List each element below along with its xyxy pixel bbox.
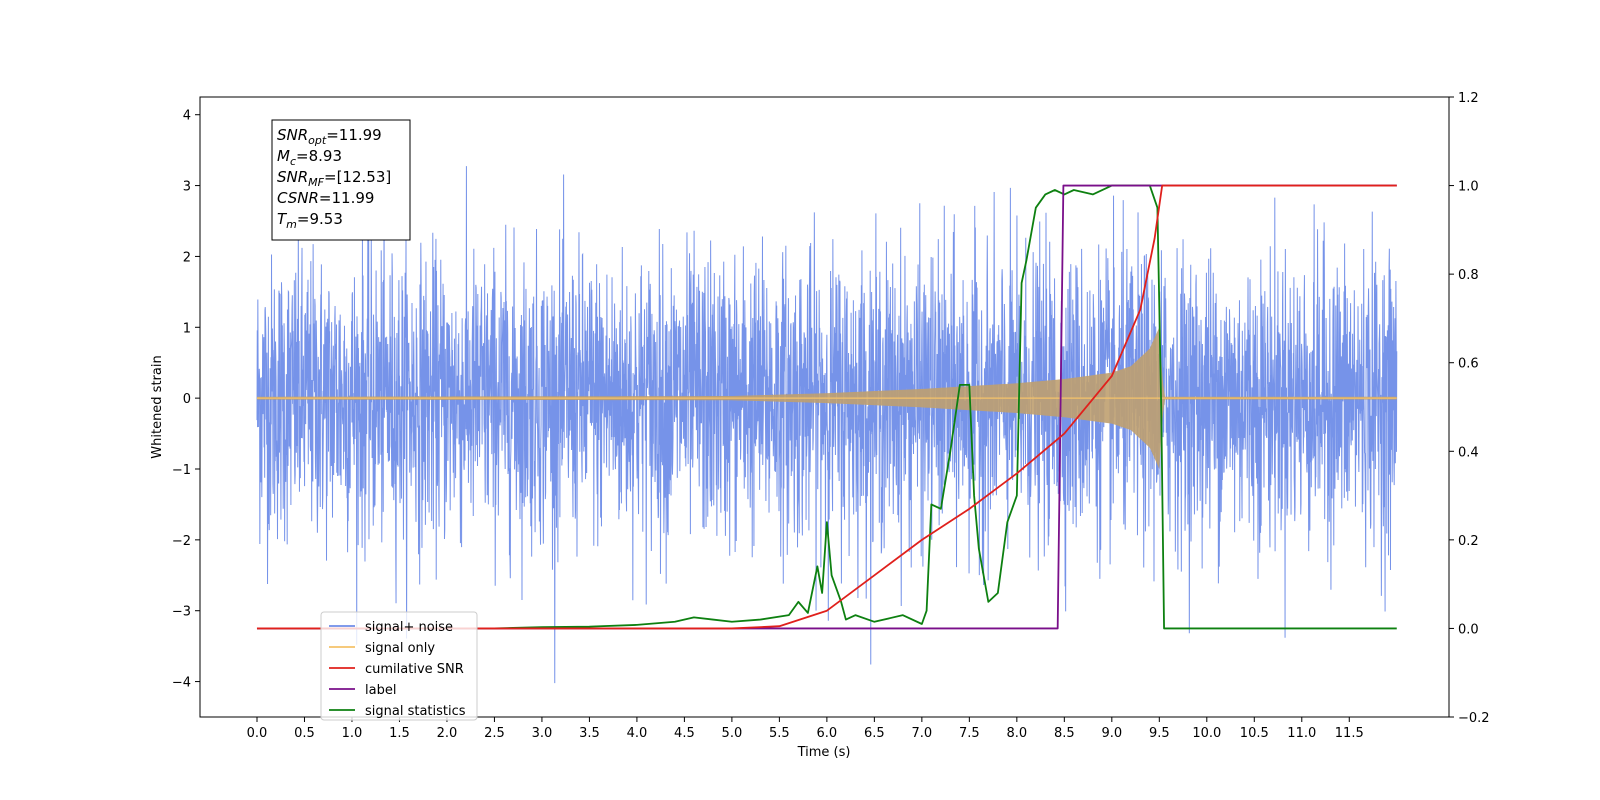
y2-tick-label: 0.2	[1458, 534, 1479, 549]
x-axis-label: Time (s)	[797, 745, 851, 760]
x-tick-label: 11.5	[1335, 726, 1364, 741]
annotation-line: Mc=8.93	[277, 147, 342, 168]
y2-tick-label: 1.2	[1458, 91, 1479, 106]
legend-entry: signal only	[365, 641, 435, 656]
y-tick-label: −2	[172, 534, 191, 549]
x-tick-label: 10.0	[1192, 726, 1221, 741]
y-tick-label: −4	[172, 676, 191, 691]
y2-tick-label: 0.0	[1458, 622, 1479, 637]
x-tick-label: 0.0	[247, 726, 268, 741]
x-axis: 0.0 0.5 1.0 1.5 2.0 2.5 3.0 3.5 4.0 4.5 5.0 5.5 6.0 6…	[247, 717, 1364, 741]
y-tick-label: 0	[183, 392, 191, 407]
y2-axis: −0.2 0.0 0.2 0.4 0.6 0.8 1.0 1.2	[1449, 91, 1490, 726]
series-cumilative-snr-line	[256, 184, 1397, 630]
x-tick-label: 9.5	[1149, 726, 1170, 741]
legend-frame	[320, 611, 478, 721]
x-tick-label: 1.5	[389, 726, 410, 741]
x-tick-label: 6.5	[864, 726, 885, 741]
y2-tick-label: 0.4	[1458, 445, 1479, 460]
annotation-frame	[271, 119, 411, 241]
x-tick-label: 4.0	[627, 726, 648, 741]
plot-frame	[199, 96, 1450, 718]
x-tick-label: 0.5	[294, 726, 315, 741]
x-tick-label: 3.0	[532, 726, 553, 741]
x-tick-label: 2.0	[437, 726, 458, 741]
y-axis-label: Whitened strain	[150, 355, 165, 458]
y2-tick-label: 1.0	[1458, 180, 1479, 195]
y-tick-label: 2	[183, 250, 191, 265]
x-tick-label: 8.0	[1006, 726, 1027, 741]
y-tick-label: −3	[172, 605, 191, 620]
series-signal-statistics-line	[256, 184, 1397, 630]
legend-entry: cumilative SNR	[365, 662, 464, 677]
y2-tick-label: −0.2	[1458, 711, 1490, 726]
x-tick-label: 4.5	[674, 726, 695, 741]
x-tick-label: 3.5	[579, 726, 600, 741]
annotation-line: SNRMF=[12.53]	[277, 168, 391, 189]
series-layer	[256, 166, 1398, 684]
x-tick-label: 8.5	[1054, 726, 1075, 741]
x-tick-label: 7.5	[959, 726, 980, 741]
x-tick-label: 9.0	[1101, 726, 1122, 741]
legend-entry: signal statistics	[365, 704, 466, 719]
legend: signal+ noise signal only cumilative SNR la…	[320, 611, 478, 721]
y2-tick-label: 0.8	[1458, 268, 1479, 283]
x-tick-label: 5.5	[769, 726, 790, 741]
x-tick-label: 2.5	[484, 726, 505, 741]
y-tick-label: 1	[183, 321, 191, 336]
annotation-line: CSNR=11.99	[277, 189, 374, 207]
series-signal-noise-line	[256, 166, 1398, 684]
annotation-box: SNRopt=11.99Mc=8.93SNRMF=[12.53]CSNR=11.…	[271, 119, 411, 241]
x-tick-label: 5.0	[722, 726, 743, 741]
x-tick-label: 10.5	[1240, 726, 1269, 741]
x-tick-label: 7.0	[912, 726, 933, 741]
x-tick-label: 1.0	[342, 726, 363, 741]
x-tick-label: 11.0	[1287, 726, 1316, 741]
x-tick-label: 6.0	[817, 726, 838, 741]
y-tick-label: −1	[172, 463, 191, 478]
legend-entry: label	[365, 683, 396, 698]
y2-tick-label: 0.6	[1458, 357, 1479, 372]
legend-entry: signal+ noise	[365, 620, 453, 635]
y-axis: −4 −3 −2 −1 0 1 2 3 4	[172, 109, 200, 691]
y-tick-label: 4	[183, 109, 191, 124]
y-tick-label: 3	[183, 180, 191, 195]
annotation-line: SNRopt=11.99	[277, 126, 382, 147]
annotation-line: Tm=9.53	[277, 210, 343, 231]
